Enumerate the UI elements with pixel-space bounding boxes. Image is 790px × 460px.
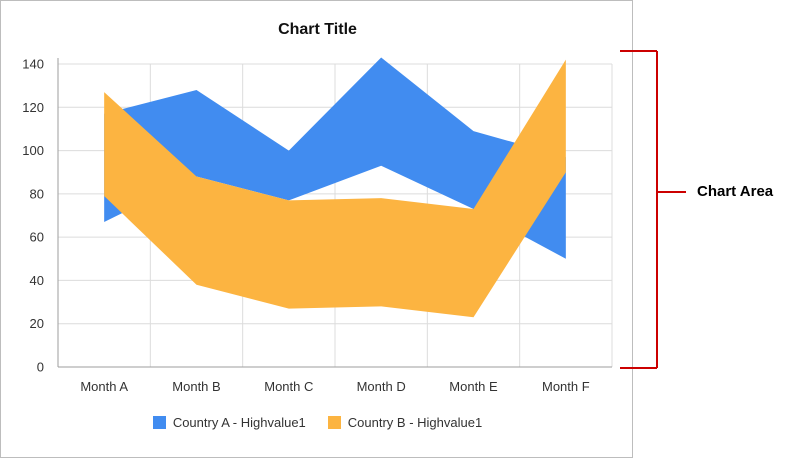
chart-area-label: Chart Area	[697, 183, 774, 200]
y-tick-label: 20	[30, 316, 44, 331]
legend-label-series-b: Country B - Highvalue1	[347, 415, 483, 430]
legend-item-series-b: Country B - Highvalue1	[327, 415, 483, 430]
x-tick-label: Month B	[172, 379, 220, 394]
y-tick-label: 100	[22, 143, 44, 158]
y-tick-label: 140	[22, 57, 44, 72]
legend-swatch-series-a	[152, 416, 166, 429]
y-tick-label: 60	[30, 230, 44, 245]
legend-item-series-a: Country A - Highvalue1	[152, 415, 306, 430]
series-area-b	[104, 59, 566, 318]
series-area-a	[104, 57, 566, 259]
chart-title: Chart Title	[278, 21, 357, 38]
x-tick-label: Month E	[449, 379, 498, 394]
legend-label-series-a: Country A - Highvalue1	[172, 415, 306, 430]
chart-frame: Chart Title 0 20 40 60 80 100 120 140 Month A Mon…	[0, 0, 633, 458]
y-tick-label: 120	[22, 100, 44, 115]
x-tick-label: Month F	[542, 379, 590, 394]
x-tick-label: Month C	[264, 379, 313, 394]
x-tick-label: Month A	[80, 379, 128, 394]
plot-area: 0 20 40 60 80 100 120 140 Month A Month B Month C M…	[22, 57, 613, 394]
y-tick-label: 0	[37, 360, 44, 375]
x-tick-label: Month D	[357, 379, 406, 394]
y-tick-label: 40	[30, 273, 44, 288]
legend-swatch-series-b	[327, 416, 341, 429]
legend: Country A - Highvalue1 Country B - Highv…	[1, 415, 634, 430]
y-tick-label: 80	[30, 186, 44, 201]
